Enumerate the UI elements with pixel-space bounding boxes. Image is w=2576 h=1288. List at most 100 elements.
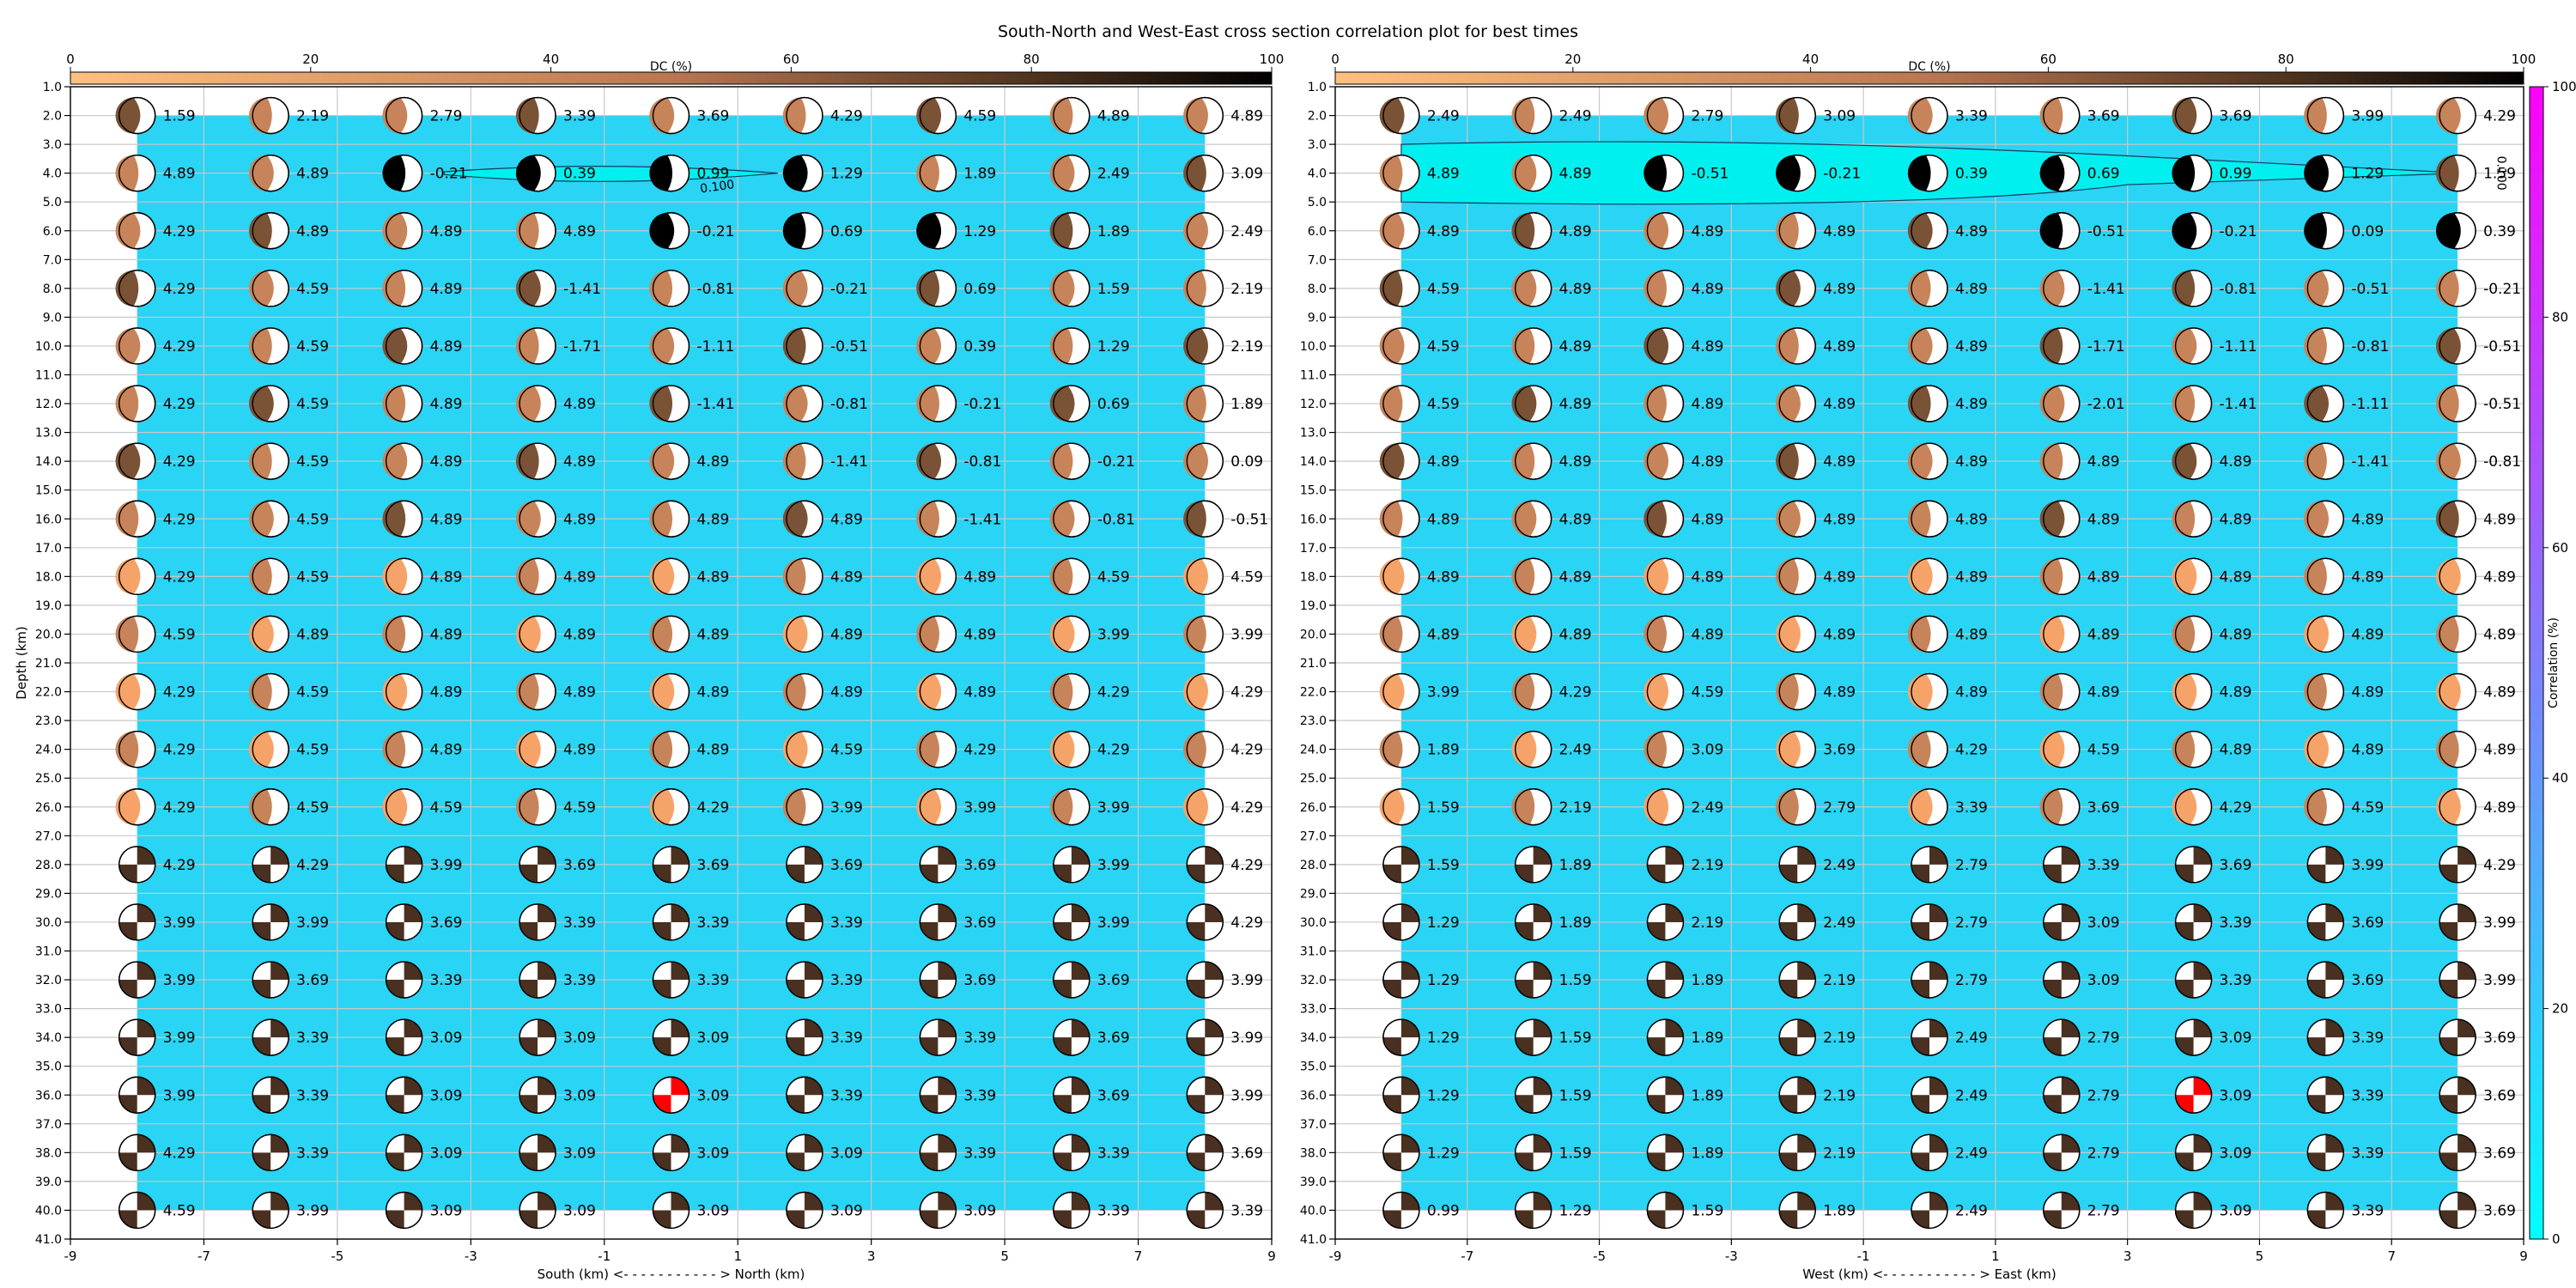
mechanism-value-label: 4.89	[296, 166, 329, 183]
y-tick-label: 10.0	[1300, 340, 1327, 354]
beachball-rim	[1514, 1133, 1552, 1172]
mechanism-value-label: -0.81	[1097, 511, 1135, 528]
beachball-rim	[118, 903, 156, 941]
y-tick-label: 7.0	[1308, 253, 1327, 267]
mechanism-cell: 3.69	[919, 846, 996, 884]
mechanism-cell: 0.69	[916, 270, 996, 307]
mechanism-cell: 3.39	[519, 961, 596, 999]
mechanism-value-label: 3.39	[1097, 1145, 1130, 1162]
mechanism-value-label: -1.41	[2087, 281, 2125, 298]
beachball-rim	[919, 1076, 957, 1114]
mechanism-value-label: 3.69	[2220, 108, 2252, 125]
mechanism-cell: -0.51	[1643, 154, 1728, 192]
mechanism-value-label: 4.89	[563, 511, 596, 528]
beachball-rim	[2174, 672, 2213, 711]
mechanism-value-label: 4.89	[1823, 684, 1856, 702]
mechanism-value-label: 4.59	[2351, 799, 2384, 817]
beachball-rim	[1186, 903, 1224, 941]
beachball-rim	[919, 1191, 957, 1230]
beachball-quadrant	[1647, 1210, 1666, 1229]
mechanism-cell: 4.89	[1379, 557, 1460, 596]
mechanism-cell: 4.89	[382, 730, 462, 769]
mechanism-value-label: 3.39	[296, 1030, 329, 1047]
beachball-rim	[1514, 385, 1552, 422]
mechanism-value-label: 3.99	[2483, 972, 2516, 989]
mechanism-value-label: -0.21	[830, 281, 868, 298]
beachball-rim	[1382, 212, 1420, 250]
beachball-quadrant	[671, 1077, 690, 1096]
mechanism-value-label: 3.69	[1097, 972, 1130, 989]
y-tick-label: 23.0	[35, 714, 62, 728]
beachball-quadrant	[1797, 1134, 1816, 1153]
mechanism-value-label: 3.39	[2351, 1087, 2384, 1104]
beachball-quadrant	[2325, 1134, 2344, 1153]
mechanism-cell: 3.99	[1049, 788, 1130, 826]
beachball-quadrant	[1053, 1210, 1072, 1229]
mechanism-value-label: 4.89	[1955, 223, 1988, 240]
beachball-rim	[652, 154, 690, 192]
contour-label: 0.100	[2494, 156, 2507, 191]
mechanism-value-label: 3.99	[2483, 914, 2516, 932]
mechanism-value-label: 3.69	[2220, 857, 2252, 874]
beachball-quadrant	[137, 1134, 155, 1153]
mechanism-value-label: 3.69	[963, 972, 996, 989]
beachball-quadrant	[2193, 1019, 2212, 1038]
beachball-rim	[2306, 442, 2345, 480]
beachball-rim	[2174, 385, 2213, 422]
x-tick-label: 5	[2256, 1249, 2264, 1264]
mechanism-cell: -1.41	[2172, 385, 2257, 422]
mechanism-cell: 1.59	[115, 96, 196, 135]
mechanism-cell: 4.29	[115, 385, 196, 422]
mechanism-value-label: 3.99	[163, 914, 196, 932]
beachball-quadrant	[2175, 864, 2194, 883]
mechanism-value-label: 0.09	[1230, 453, 1263, 471]
mechanism-cell: 2.79	[1776, 788, 1856, 826]
mechanism-value-label: 3.39	[2220, 972, 2252, 989]
beachball-quadrant	[538, 1192, 556, 1211]
mechanism-cell: 4.89	[649, 672, 729, 711]
mechanism-cell: 4.89	[1511, 385, 1592, 422]
beachball-quadrant	[137, 1077, 155, 1096]
beachball-quadrant	[1400, 903, 1419, 922]
beachball-quadrant	[270, 1134, 289, 1153]
y-tick-label: 33.0	[1300, 1003, 1327, 1017]
mechanism-value-label: 3.09	[1823, 108, 1856, 125]
beachball-quadrant	[1071, 1192, 1090, 1211]
mechanism-cell: 1.29	[916, 212, 996, 250]
beachball-quadrant	[270, 1192, 289, 1211]
beachball-quadrant	[1205, 962, 1224, 981]
mechanism-value-label: 4.59	[1427, 338, 1460, 355]
dc-colorbar-label: DC (%)	[650, 60, 692, 74]
mechanism-value-label: 3.39	[830, 914, 863, 932]
beachball-quadrant	[1400, 1077, 1419, 1096]
beachball-rim	[786, 385, 823, 422]
mechanism-cell: 2.49	[1379, 96, 1460, 135]
mechanism-value-label: 3.09	[430, 1087, 463, 1104]
beachball-rim	[385, 442, 423, 480]
y-tick-label: 1.0	[1308, 81, 1327, 94]
beachball-rim	[2439, 1191, 2476, 1230]
mechanism-value-label: 3.99	[430, 857, 463, 874]
mechanism-cell: -0.81	[1049, 500, 1135, 538]
mechanism-value-label: 3.09	[2220, 1087, 2252, 1104]
beachball-rim	[919, 1133, 957, 1172]
mechanism-cell: 4.59	[2039, 730, 2120, 769]
mechanism-cell: 1.89	[1379, 730, 1460, 769]
beachball-rim	[1382, 385, 1420, 422]
mechanism-cell: -0.21	[2435, 270, 2521, 307]
mechanism-value-label: 2.79	[1955, 972, 1988, 989]
mechanism-cell: 3.39	[252, 1076, 329, 1114]
mechanism-value-label: 0.69	[2087, 166, 2120, 183]
beachball-quadrant	[1205, 1134, 1224, 1153]
mechanism-value-label: 3.39	[1955, 108, 1988, 125]
mechanism-value-label: 4.89	[2351, 684, 2384, 702]
mechanism-value-label: 4.89	[2351, 511, 2384, 528]
beachball-rim	[118, 500, 156, 538]
x-axis-label: South (km) <- - - - - - - - - - - > Nort…	[538, 1267, 805, 1282]
beachball-rim	[919, 154, 957, 192]
beachball-quadrant	[1647, 1152, 1666, 1171]
beachball-rim	[1382, 1133, 1420, 1172]
beachball-rim	[2439, 846, 2476, 884]
mechanism-value-label: 2.49	[1955, 1030, 1988, 1047]
mechanism-cell: 3.39	[2306, 1076, 2384, 1114]
